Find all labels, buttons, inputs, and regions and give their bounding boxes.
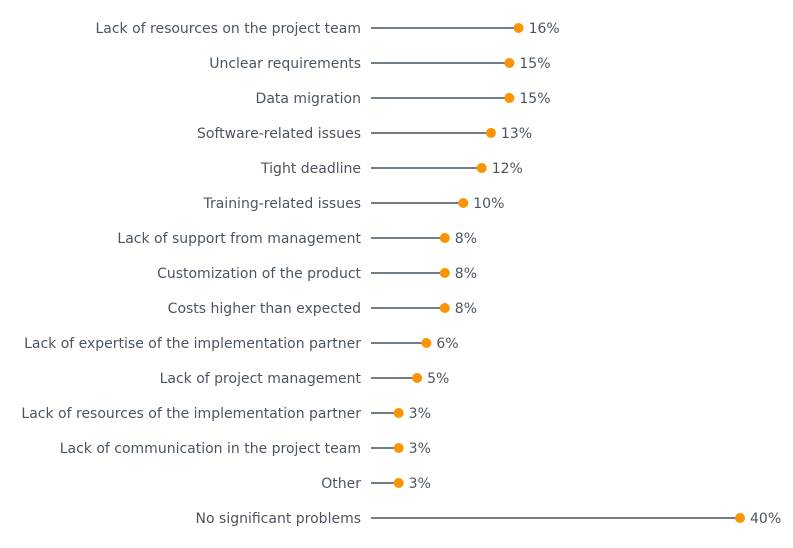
value-label: 3% (409, 476, 431, 492)
category-label: Training-related issues (202, 196, 361, 212)
value-label: 15% (519, 56, 550, 72)
value-label: 8% (455, 231, 477, 247)
lollipop-dot (393, 478, 404, 488)
lollipop-dot (439, 233, 450, 243)
value-label: 3% (409, 441, 431, 457)
value-label: 16% (529, 21, 560, 37)
category-label: Tight deadline (260, 161, 361, 177)
category-label: No significant problems (196, 511, 361, 527)
lollipop-dot (439, 268, 450, 278)
category-label: Costs higher than expected (168, 301, 361, 317)
category-label: Lack of support from management (117, 231, 361, 247)
lollipop-dot (504, 93, 515, 103)
lollipop-dot (513, 23, 524, 33)
category-label: Lack of expertise of the implementation … (24, 336, 361, 352)
lollipop-dot (458, 198, 469, 208)
value-label: 5% (427, 371, 449, 387)
value-label: 15% (519, 91, 550, 107)
category-label: Other (321, 476, 361, 492)
lollipop-dot (393, 408, 404, 418)
category-label: Customization of the product (157, 266, 361, 282)
lollipop-dot (476, 163, 487, 173)
category-label: Lack of resources on the project team (95, 21, 361, 37)
category-label: Data migration (256, 91, 361, 107)
value-label: 8% (455, 301, 477, 317)
value-label: 8% (455, 266, 477, 282)
lollipop-dot (735, 513, 745, 523)
category-label: Software-related issues (197, 126, 361, 142)
value-label: 3% (409, 406, 431, 422)
category-label: Unclear requirements (209, 56, 361, 72)
lollipop-dot (504, 58, 515, 68)
lollipop-dot (485, 128, 496, 138)
value-label: 6% (436, 336, 458, 352)
category-label: Lack of resources of the implementation … (21, 406, 361, 422)
category-label: Lack of communication in the project tea… (60, 441, 361, 457)
lollipop-dot (393, 443, 404, 453)
category-label: Lack of project management (160, 371, 362, 387)
lollipop-dot (439, 303, 450, 313)
value-label: 13% (501, 126, 532, 142)
lollipop-dot (421, 338, 432, 348)
value-label: 10% (473, 196, 504, 212)
value-label: 12% (492, 161, 523, 177)
value-label: 40% (750, 511, 781, 527)
lollipop-dot (412, 373, 423, 383)
